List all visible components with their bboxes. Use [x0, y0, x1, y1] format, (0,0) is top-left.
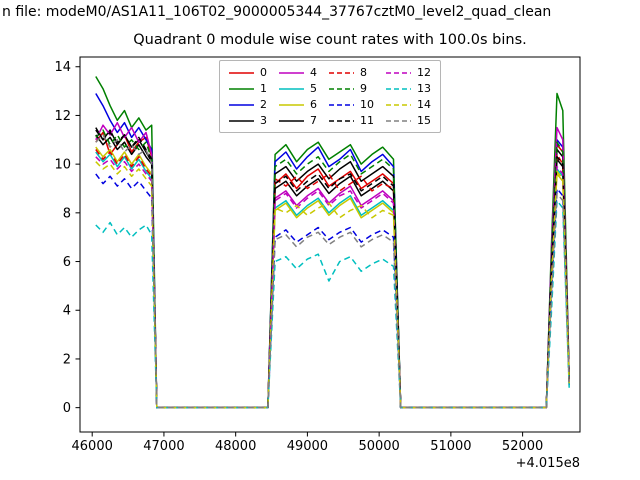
- legend-label: 8: [360, 66, 367, 79]
- legend-label: 13: [417, 82, 431, 95]
- legend-line-sample-0: [229, 71, 254, 74]
- series-line-15: [95, 134, 570, 409]
- x-tick-label: 47000: [143, 439, 184, 454]
- legend-line-sample-6: [279, 103, 304, 106]
- series-line-2: [95, 93, 570, 409]
- x-tick-label: 50000: [358, 439, 399, 454]
- legend-entry-3: 3: [229, 114, 267, 127]
- y-tick-label: 4: [63, 304, 71, 319]
- legend-line-sample-2: [229, 103, 254, 106]
- legend-label: 6: [310, 98, 317, 111]
- legend-line-sample-7: [279, 119, 304, 122]
- legend-line-sample-8: [329, 71, 354, 74]
- legend-label: 4: [310, 66, 317, 79]
- file-header-text: n file: modeM0/AS1A11_106T02_9000005344_…: [2, 4, 552, 20]
- legend-label: 10: [360, 98, 374, 111]
- x-axis-offset-label: +4.015e8: [516, 456, 580, 471]
- legend-line-sample-3: [229, 119, 254, 122]
- x-tick-label: 51000: [430, 439, 471, 454]
- legend-entry-11: 11: [329, 114, 374, 127]
- legend-line-sample-11: [329, 119, 354, 122]
- legend-entry-2: 2: [229, 98, 267, 111]
- legend-label: 0: [260, 66, 267, 79]
- legend-line-sample-1: [229, 87, 254, 90]
- legend-entry-5: 5: [279, 82, 317, 95]
- legend-line-sample-14: [386, 103, 411, 106]
- series-line-13: [95, 199, 570, 409]
- legend-label: 1: [260, 82, 267, 95]
- legend-label: 11: [360, 114, 374, 127]
- x-tick-label: 48000: [215, 439, 256, 454]
- series-line-11: [95, 129, 570, 409]
- series-line-3: [95, 127, 570, 409]
- y-tick-label: 8: [63, 206, 71, 221]
- legend-line-sample-13: [386, 87, 411, 90]
- series-line-0: [95, 131, 570, 409]
- legend-label: 5: [310, 82, 317, 95]
- x-tick-label: 46000: [72, 439, 113, 454]
- legend-label: 7: [310, 114, 317, 127]
- y-tick-label: 2: [63, 352, 71, 367]
- x-tick-label: 49000: [287, 439, 328, 454]
- legend-entry-4: 4: [279, 66, 317, 79]
- x-tick-label: 52000: [502, 439, 543, 454]
- legend-entry-10: 10: [329, 98, 374, 111]
- legend-line-sample-12: [386, 71, 411, 74]
- series-line-12: [95, 156, 570, 409]
- legend-entry-1: 1: [229, 82, 267, 95]
- legend-column: 4 5 6 7: [279, 66, 317, 127]
- legend-label: 14: [417, 98, 431, 111]
- series-line-10: [95, 173, 570, 409]
- legend-line-sample-15: [386, 119, 411, 122]
- legend-column: 12 13 14 15: [386, 66, 431, 127]
- axes-frame: [79, 56, 581, 433]
- y-tick-label: 12: [54, 109, 71, 124]
- legend-entry-8: 8: [329, 66, 374, 79]
- series-line-14: [95, 161, 570, 409]
- legend-entry-9: 9: [329, 82, 374, 95]
- y-tick-label: 14: [54, 60, 71, 75]
- legend-entry-14: 14: [386, 98, 431, 111]
- legend-label: 9: [360, 82, 367, 95]
- series-line-9: [95, 129, 570, 409]
- legend-entry-0: 0: [229, 66, 267, 79]
- legend-line-sample-5: [279, 87, 304, 90]
- legend-entry-13: 13: [386, 82, 431, 95]
- legend-entry-15: 15: [386, 114, 431, 127]
- legend-column: 0 1 2 3: [229, 66, 267, 127]
- y-tick-label: 6: [63, 255, 71, 270]
- legend-label: 12: [417, 66, 431, 79]
- legend-entry-7: 7: [279, 114, 317, 127]
- legend-column: 8 9 10 11: [329, 66, 374, 127]
- legend-line-sample-4: [279, 71, 304, 74]
- legend-entry-6: 6: [279, 98, 317, 111]
- y-tick-label: 10: [54, 158, 71, 173]
- legend: 0 1 2 3 4 5 6 7 8 9 10 11 12 13 14 15: [219, 60, 441, 133]
- series-line-4: [95, 121, 570, 409]
- y-tick-label: 0: [63, 401, 71, 416]
- legend-entry-12: 12: [386, 66, 431, 79]
- legend-label: 3: [260, 114, 267, 127]
- legend-label: 15: [417, 114, 431, 127]
- series-line-8: [95, 149, 570, 409]
- legend-line-sample-9: [329, 87, 354, 90]
- chart-title: Quadrant 0 module wise count rates with …: [133, 32, 527, 48]
- legend-line-sample-10: [329, 103, 354, 106]
- legend-label: 2: [260, 98, 267, 111]
